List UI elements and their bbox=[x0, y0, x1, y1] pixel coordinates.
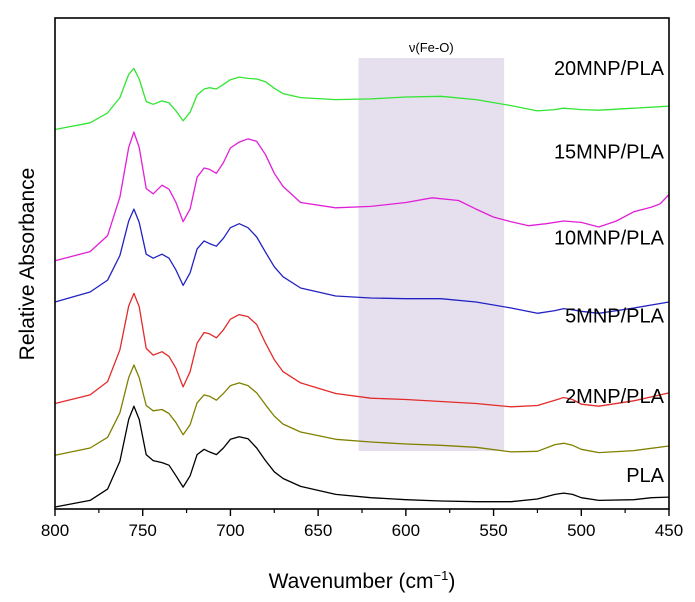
series-label-10mnp-pla: 10MNP/PLA bbox=[554, 227, 665, 249]
series-line-10mnp-pla bbox=[54, 208, 670, 314]
series-layer bbox=[54, 67, 670, 508]
series-line-5mnp-pla bbox=[54, 292, 670, 408]
series-label-15mnp-pla: 15MNP/PLA bbox=[554, 142, 665, 164]
series-label-20mnp-pla: 20MNP/PLA bbox=[554, 58, 665, 80]
x-tick-label: 500 bbox=[567, 521, 595, 540]
series-line-pla bbox=[54, 405, 670, 508]
series-label-5mnp-pla: 5MNP/PLA bbox=[565, 306, 665, 328]
series-labels: 20MNP/PLA 15MNP/PLA 10MNP/PLA 5MNP/PLA 2MNP/… bbox=[554, 58, 665, 487]
x-tick-label: 600 bbox=[392, 521, 420, 540]
y-axis-title: Relative Absorbance bbox=[16, 168, 39, 361]
series-line-20mnp-pla bbox=[54, 67, 670, 131]
x-axis-title-superscript: −1 bbox=[434, 568, 449, 583]
x-tick-label: 750 bbox=[129, 521, 157, 540]
series-label-pla: PLA bbox=[626, 465, 664, 487]
x-tick-label: 550 bbox=[479, 521, 507, 540]
x-axis-title-main: Wavenumber (cm bbox=[269, 570, 434, 593]
series-line-2mnp-pla bbox=[54, 364, 670, 456]
band-label: ν(Fe-O) bbox=[409, 40, 454, 55]
x-axis-title: Wavenumber (cm−1) bbox=[269, 568, 456, 593]
shaded-band bbox=[358, 58, 505, 451]
x-tick-label: 450 bbox=[655, 521, 683, 540]
x-axis-title-close: ) bbox=[448, 570, 455, 593]
x-tick-label: 700 bbox=[216, 521, 244, 540]
series-line-15mnp-pla bbox=[54, 131, 670, 262]
x-tick-label: 650 bbox=[304, 521, 332, 540]
x-axis-ticks: 800 750 700 650 600 550 500 450 bbox=[41, 509, 683, 540]
x-tick-label: 800 bbox=[41, 521, 69, 540]
series-label-2mnp-pla: 2MNP/PLA bbox=[565, 386, 665, 408]
